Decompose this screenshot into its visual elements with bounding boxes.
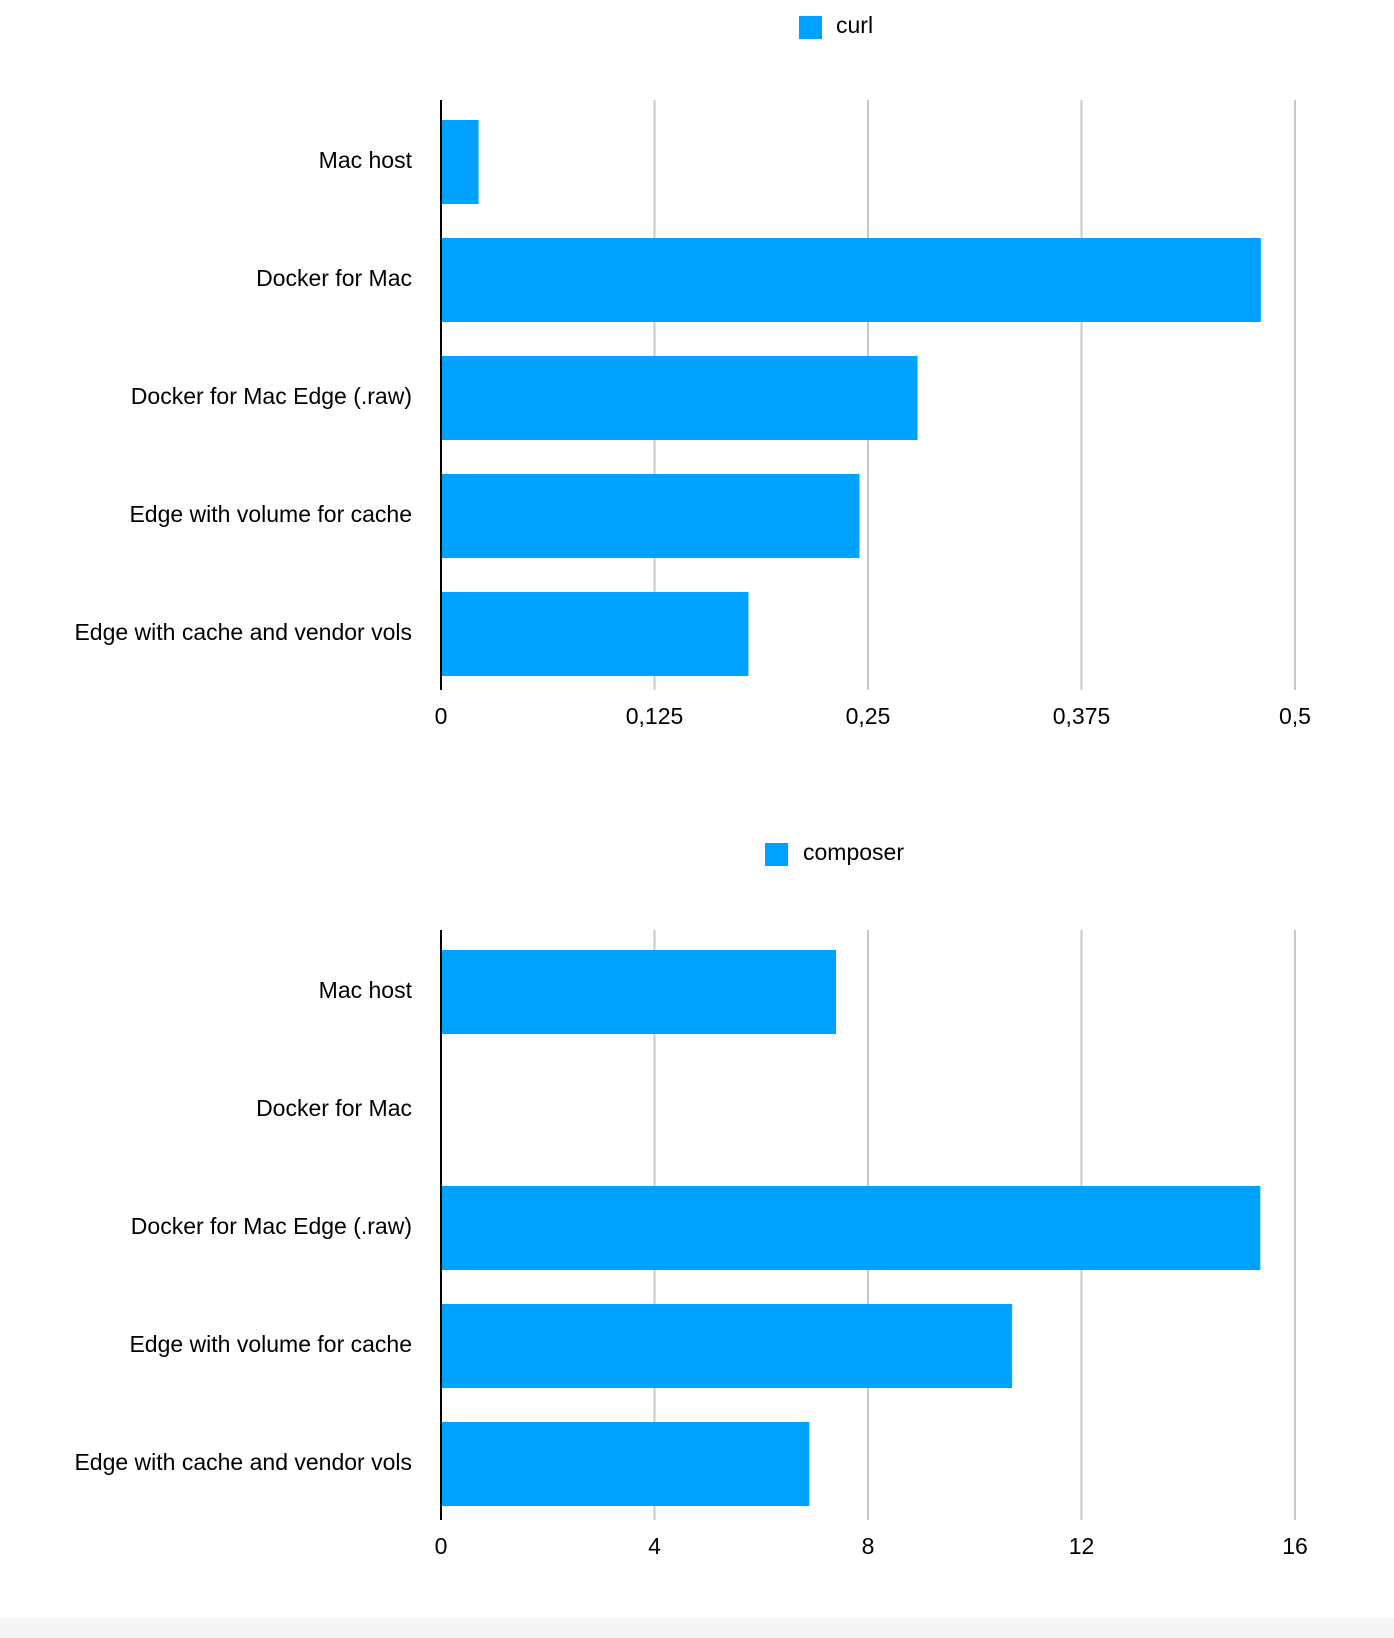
curl-bar-chart: curl Mac host Docker for Mac Docker for Mac… xyxy=(74,12,1311,729)
chart2-bar xyxy=(441,950,836,1034)
chart2-category-label: Docker for Mac xyxy=(256,1095,412,1121)
chart1-category-label: Edge with volume for cache xyxy=(129,501,412,527)
chart1-x-tick-label: 0,125 xyxy=(626,703,684,729)
chart1-bar xyxy=(441,238,1261,322)
bottom-band xyxy=(0,1618,1394,1638)
chart2-x-tick-label: 4 xyxy=(648,1533,661,1559)
chart1-legend-swatch xyxy=(799,16,822,39)
chart1-category-label: Edge with cache and vendor vols xyxy=(74,619,412,645)
chart2-x-tick-label: 8 xyxy=(862,1533,875,1559)
chart1-x-tick-label: 0,375 xyxy=(1053,703,1111,729)
chart1-category-label: Docker for Mac Edge (.raw) xyxy=(131,383,412,409)
chart1-x-tick-label: 0,25 xyxy=(846,703,891,729)
chart2-category-label: Edge with cache and vendor vols xyxy=(74,1449,412,1475)
chart2-x-tick-label: 12 xyxy=(1069,1533,1095,1559)
chart1-category-label: Mac host xyxy=(319,147,413,173)
chart1-category-label: Docker for Mac xyxy=(256,265,412,291)
composer-bar-chart: composer Mac host Docker for Mac Docker for… xyxy=(74,839,1308,1559)
chart1-bar xyxy=(441,120,479,204)
chart2-category-label: Docker for Mac Edge (.raw) xyxy=(131,1213,412,1239)
chart2-category-label: Mac host xyxy=(319,977,413,1003)
chart1-bar xyxy=(441,356,918,440)
chart2-bar xyxy=(441,1186,1261,1270)
chart2-x-tick-label: 16 xyxy=(1282,1533,1308,1559)
chart1-x-tick-label: 0,5 xyxy=(1279,703,1311,729)
chart2-bar xyxy=(441,1422,810,1506)
chart1-legend-label: curl xyxy=(836,12,873,38)
chart2-legend-label: composer xyxy=(803,839,904,865)
chart1-bar xyxy=(441,592,749,676)
chart1-x-tick-label: 0 xyxy=(435,703,448,729)
chart2-x-tick-label: 0 xyxy=(435,1533,448,1559)
chart2-legend-swatch xyxy=(765,843,788,866)
chart2-category-label: Edge with volume for cache xyxy=(129,1331,412,1357)
chart2-bar xyxy=(441,1304,1013,1388)
chart1-bar xyxy=(441,474,860,558)
